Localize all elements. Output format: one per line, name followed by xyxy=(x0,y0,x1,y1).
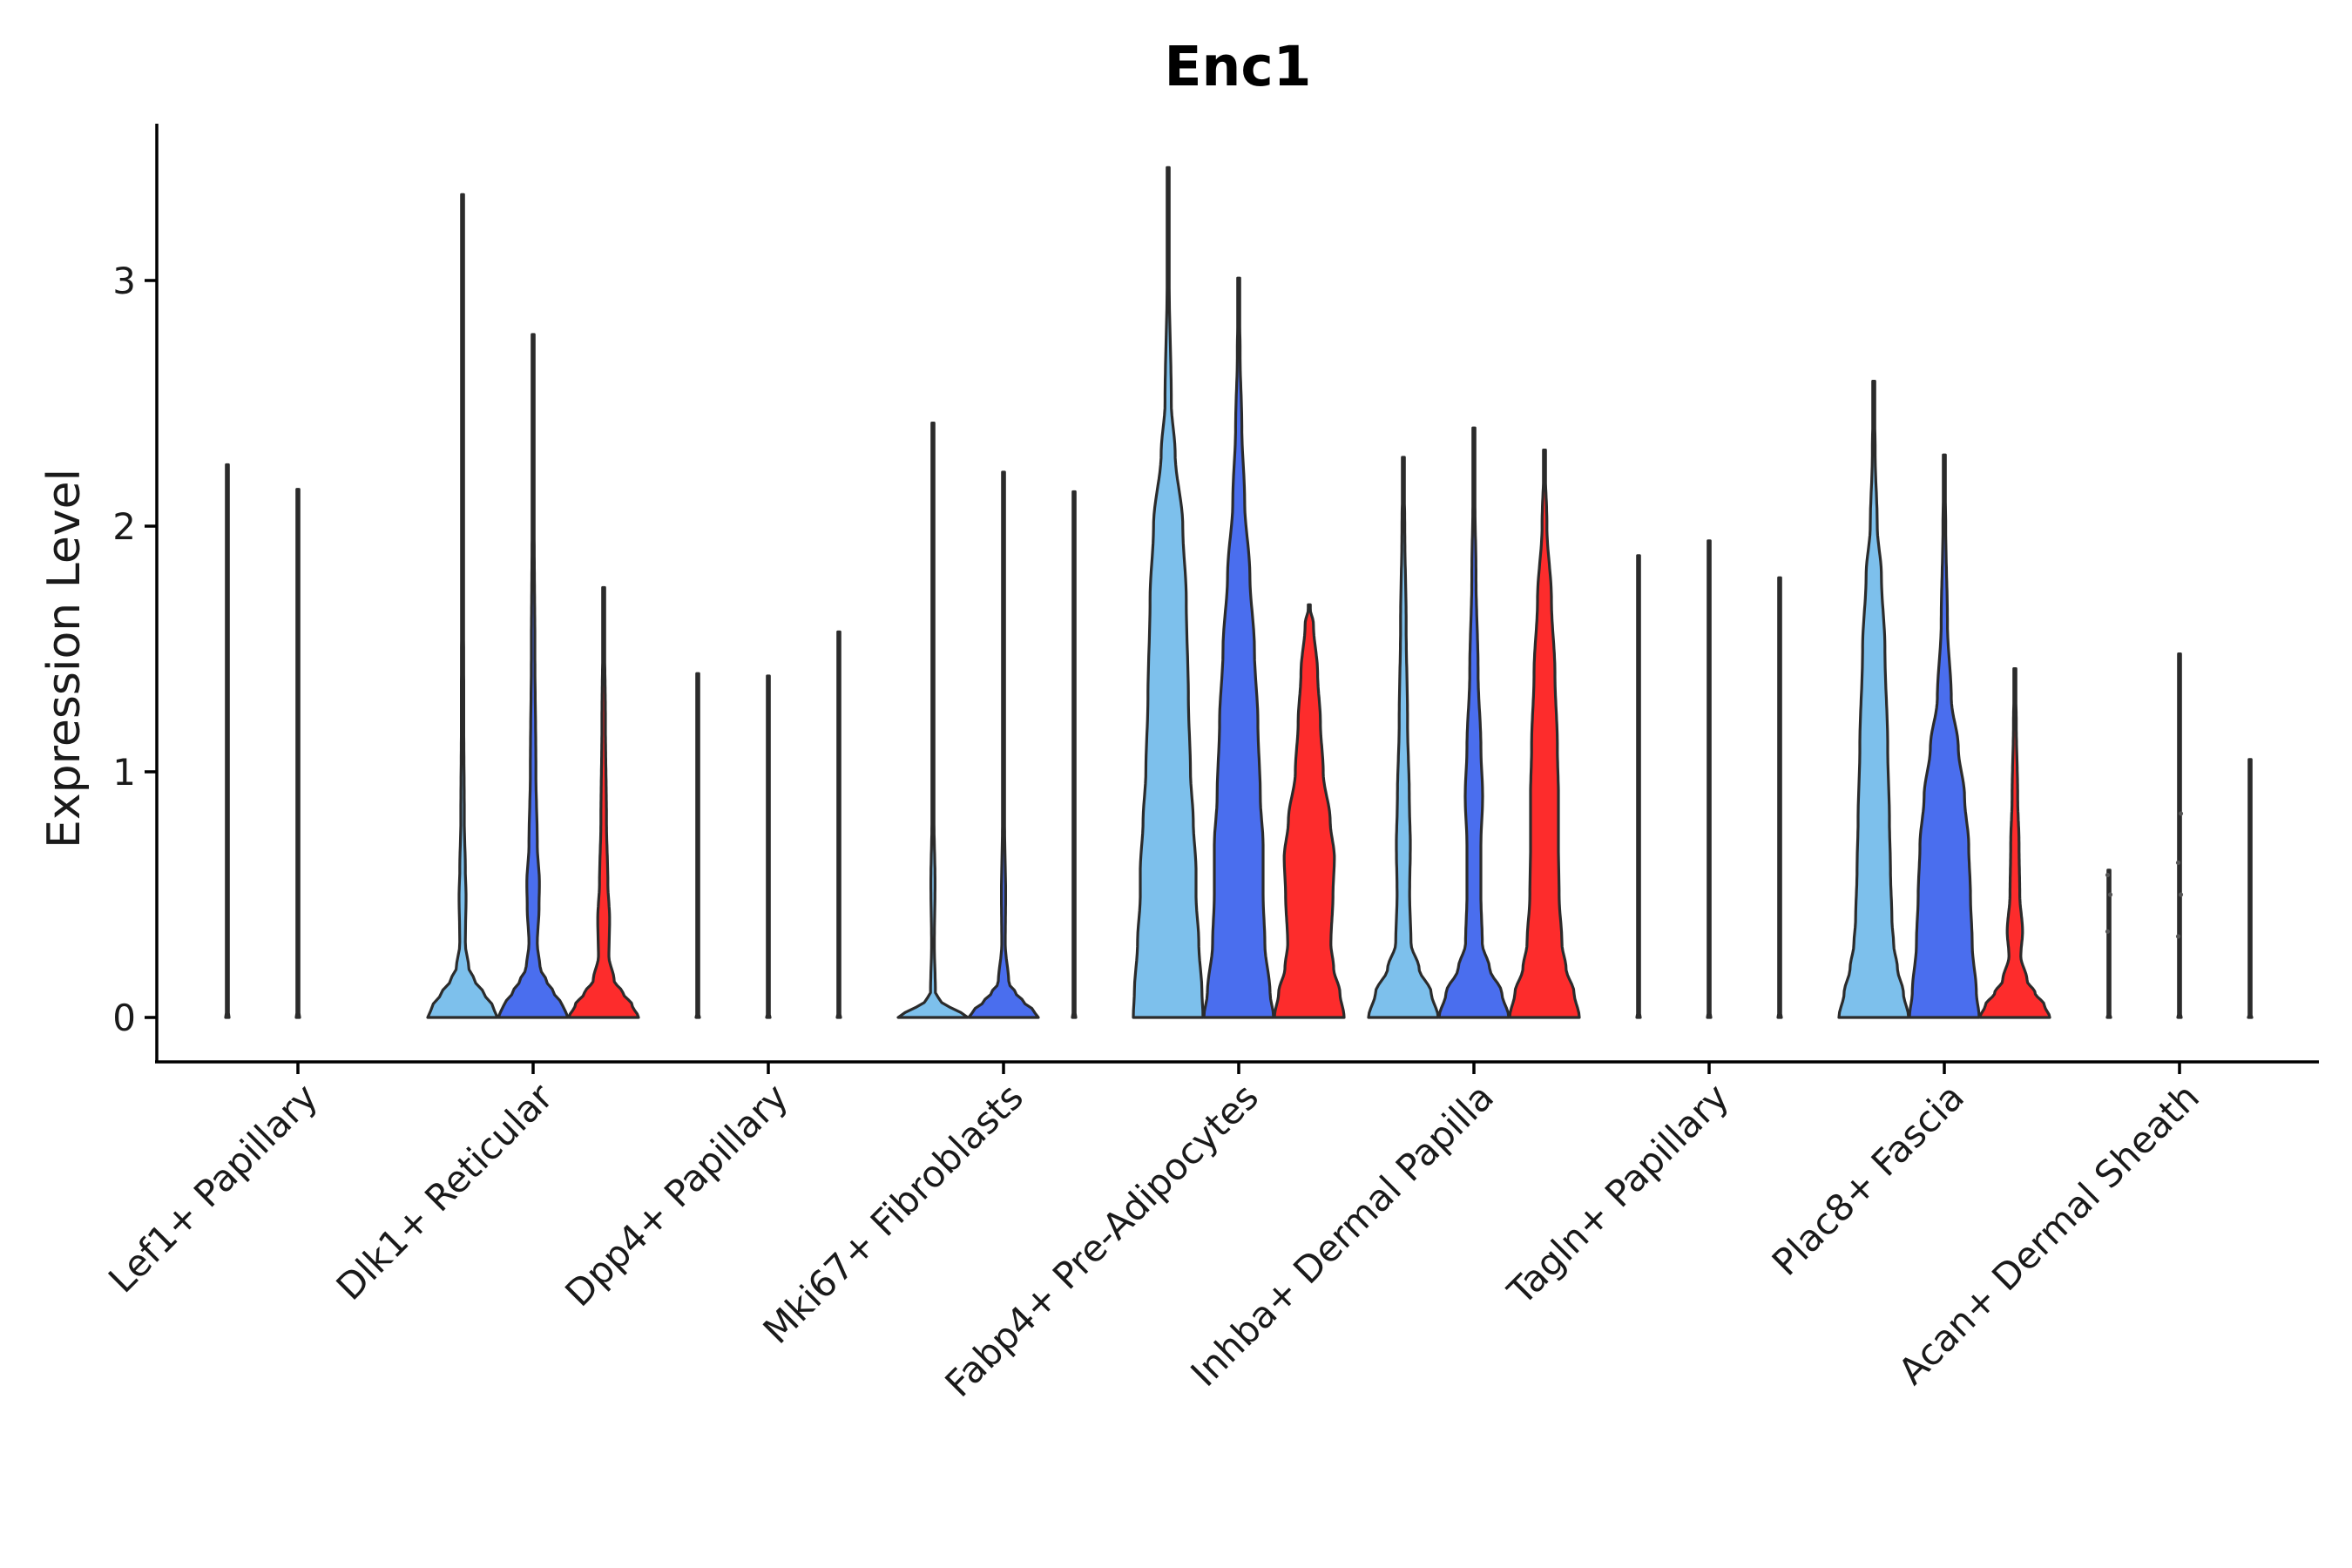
violin-inhba-dermal-papilla-s2 xyxy=(1437,426,1511,1019)
violin-dlk1-reticular-s2 xyxy=(497,333,570,1019)
violin-group xyxy=(224,166,2254,1019)
outlier-point xyxy=(2175,860,2181,865)
violin-fabp4-pre-adipocytes-s1 xyxy=(1132,166,1205,1019)
outlier-points xyxy=(2105,811,2184,939)
x-tick-label: Dlk1+ Reticular xyxy=(328,1075,562,1308)
violin-dpp4-papillary-s1 xyxy=(694,672,701,1019)
x-tick-label: Dpp4+ Papillary xyxy=(557,1075,796,1315)
outlier-point xyxy=(2178,811,2184,816)
violin-fabp4-pre-adipocytes-s3 xyxy=(1273,603,1346,1019)
y-axis-ticks: 0 1 2 3 xyxy=(112,260,157,1039)
y-tick-label: 1 xyxy=(112,751,136,794)
y-tick-label: 0 xyxy=(112,997,136,1039)
x-tick-label: Lef1+ Papillary xyxy=(100,1075,326,1301)
violin-acan-dermal-sheath-s2 xyxy=(2176,652,2183,1019)
violin-inhba-dermal-papilla-s3 xyxy=(1508,449,1581,1019)
outlier-point xyxy=(2105,929,2111,934)
violin-dpp4-papillary-s3 xyxy=(835,630,842,1019)
violin-acan-dermal-sheath-s1 xyxy=(2105,868,2112,1019)
y-axis-label: Expression Level xyxy=(38,469,91,848)
violin-tagln-papillary-s2 xyxy=(1706,539,1713,1019)
x-tick-label: Mki67+ Fibroblasts xyxy=(755,1075,1031,1351)
violin-tagln-papillary-s3 xyxy=(1776,576,1783,1019)
y-tick-label: 3 xyxy=(112,260,136,302)
violin-mki67-fibroblasts-s2 xyxy=(967,470,1040,1019)
violin-plac8-fascia-s1 xyxy=(1837,380,1910,1019)
violin-acan-dermal-sheath-s3 xyxy=(2247,758,2254,1019)
outlier-point xyxy=(2175,934,2181,939)
x-tick-label: Plac8+ Fascia xyxy=(1764,1075,1972,1283)
violin-mki67-fibroblasts-s1 xyxy=(896,422,970,1019)
violin-lef1-papillary-s2 xyxy=(294,488,301,1019)
violin-dpp4-papillary-s2 xyxy=(765,674,772,1019)
violin-plac8-fascia-s3 xyxy=(1978,667,2051,1019)
violin-lef1-papillary-s1 xyxy=(224,463,231,1019)
violin-mki67-fibroblasts-s3 xyxy=(1071,490,1078,1019)
violin-dlk1-reticular-s1 xyxy=(426,193,499,1019)
violin-plac8-fascia-s2 xyxy=(1908,453,1981,1019)
violin-inhba-dermal-papilla-s1 xyxy=(1367,456,1440,1019)
violin-fabp4-pre-adipocytes-s2 xyxy=(1202,276,1275,1019)
x-tick-label: Tagln+ Papillary xyxy=(1499,1075,1737,1313)
chart-title: Enc1 xyxy=(1164,35,1311,98)
violin-dlk1-reticular-s3 xyxy=(567,585,640,1019)
outlier-point xyxy=(2107,892,2113,897)
y-tick-label: 2 xyxy=(112,505,136,548)
outlier-point xyxy=(2105,872,2111,878)
outlier-point xyxy=(2178,892,2184,897)
violin-tagln-papillary-s1 xyxy=(1635,554,1642,1019)
